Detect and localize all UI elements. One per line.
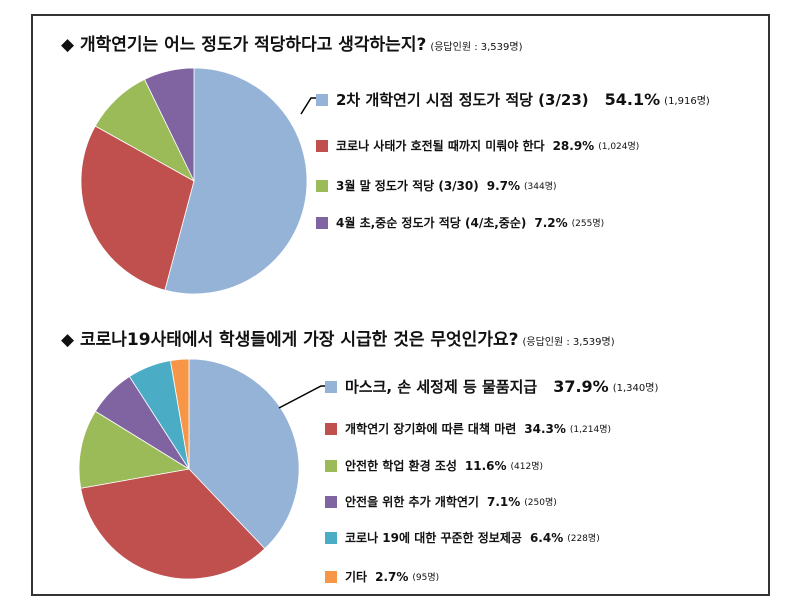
chart-2-legend-swatch-5 (325, 531, 337, 544)
chart-1-legend-value-4: 7.2% (534, 215, 568, 230)
chart-1-legend-label-1: 2차 개학연기 시점 정도가 적당 (3/23) (336, 91, 589, 109)
chart-1-pie (80, 67, 308, 295)
chart-2-slice-6 (169, 358, 190, 470)
chart-1-legend-swatch-4 (316, 216, 328, 229)
chart-1-legend-swatch-2 (316, 139, 328, 152)
chart-1-legend-swatch-3 (316, 179, 328, 192)
chart-2-legend-item-2: 개학연기 장기화에 따른 대책 마련 34.3% (1,214명) (325, 420, 611, 437)
chart-1-legend-count-3: (344명) (524, 182, 557, 192)
chart-1-legend-value-3: 9.7% (486, 178, 521, 193)
chart-1-legend-label-3: 3월 말 정도가 적당 (3/30) (336, 179, 479, 193)
chart-2-legend-count-1: (1,340명) (612, 383, 659, 394)
chart-2-legend-swatch-4 (325, 495, 337, 508)
chart-1-legend-label-4: 4월 초,중순 정도가 적당 (4/초,중순) (336, 216, 527, 230)
chart-2-legend-item-1: 마스크, 손 세정제 등 물품지급 37.9% (1,340명) (325, 376, 658, 397)
chart-1-legend-item-3: 3월 말 정도가 적당 (3/30) 9.7% (344명) (316, 177, 557, 194)
chart-2-slice-3 (78, 410, 191, 489)
chart-2-legend-label-4: 안전을 위한 추가 개학연기 (345, 495, 479, 509)
chart-2-legend-count-2: (1,214명) (569, 425, 611, 435)
chart-1-legend-value-1: 54.1% (604, 90, 661, 109)
chart-2-legend-value-1: 37.9% (553, 377, 609, 396)
chart-2-legend-count-5: (228명) (567, 534, 600, 544)
chart-1-legend-value-2: 28.9% (552, 138, 595, 153)
chart-1-legend-count-4: (255명) (571, 219, 605, 229)
chart-1-legend-item-2: 코로나 사태가 호전될 때까지 미뤄야 한다 28.9% (1,024명) (316, 137, 639, 154)
chart-2-title: ◆ 코로나19사태에서 학생들에게 가장 시급한 것은 무엇인가요? (응답인원 … (61, 325, 615, 350)
chart-1-legend-item-4: 4월 초,중순 정도가 적당 (4/초,중순) 7.2% (255명) (316, 214, 604, 231)
chart-1-legend-swatch-1 (316, 93, 328, 106)
chart-2-leader-polyline (278, 385, 326, 409)
chart-2-legend-count-6: (95명) (412, 573, 440, 583)
chart-1-legend-label-2: 코로나 사태가 호전될 때까지 미뤄야 한다 (336, 139, 545, 153)
chart-2-legend-count-3: (412명) (510, 462, 544, 472)
chart-2-legend-swatch-2 (325, 422, 337, 435)
chart-2-legend-item-6: 기타 2.7% (95명) (325, 568, 439, 585)
chart-1-slice-4 (144, 67, 195, 182)
chart-2-legend-count-4: (250명) (524, 498, 557, 508)
chart-2-legend-item-5: 코로나 19에 대한 꾸준한 정보제공 6.4% (228명) (325, 529, 600, 546)
chart-2-legend-value-4: 7.1% (486, 494, 521, 509)
chart-2-legend-value-5: 6.4% (529, 530, 564, 545)
chart-2-legend-swatch-1 (325, 380, 337, 393)
chart-1-leader-polyline (300, 97, 317, 115)
chart-2-slice-1 (188, 358, 300, 550)
chart-2-legend-value-6: 2.7% (375, 569, 409, 584)
chart-2-legend-label-1: 마스크, 손 세정제 등 물품지급 (345, 378, 538, 396)
chart-2-legend-swatch-3 (325, 459, 337, 472)
chart-frame: ◆ 개학연기는 어느 정도가 적당하다고 생각하는지? (응답인원 : 3,539… (31, 14, 770, 596)
chart-2-title-text: ◆ 코로나19사태에서 학생들에게 가장 시급한 것은 무엇인가요? (61, 330, 519, 350)
chart-2-legend-swatch-6 (325, 570, 337, 583)
chart-1-leader-line (300, 97, 317, 115)
chart-1-slice-1 (164, 67, 308, 295)
chart-2-legend-label-3: 안전한 학업 환경 조성 (345, 459, 457, 473)
chart-2-subtitle: (응답인원 : 3,539명) (522, 337, 615, 348)
chart-1-legend-count-2: (1,024명) (598, 142, 640, 152)
chart-2-slice-2 (80, 468, 266, 580)
chart-1-subtitle: (응답인원 : 3,539명) (430, 42, 523, 53)
chart-1-title: ◆ 개학연기는 어느 정도가 적당하다고 생각하는지? (응답인원 : 3,539… (61, 30, 523, 55)
chart-1-legend-item-1: 2차 개학연기 시점 정도가 적당 (3/23) 54.1% (1,916명) (316, 89, 710, 110)
chart-2-legend-value-2: 34.3% (524, 421, 566, 436)
chart-1-legend-count-1: (1,916명) (664, 96, 710, 107)
chart-2-legend-item-3: 안전한 학업 환경 조성 11.6% (412명) (325, 457, 543, 474)
chart-2-legend-item-4: 안전을 위한 추가 개학연기 7.1% (250명) (325, 493, 557, 510)
chart-1-slice-2 (80, 125, 195, 291)
chart-2-leader-line (278, 385, 326, 409)
chart-2-legend-value-3: 11.6% (464, 458, 507, 473)
chart-2-pie (78, 358, 300, 580)
chart-1-title-text: ◆ 개학연기는 어느 정도가 적당하다고 생각하는지? (61, 35, 427, 55)
chart-2-legend-label-6: 기타 (345, 570, 368, 584)
chart-2-legend-label-5: 코로나 19에 대한 꾸준한 정보제공 (345, 531, 522, 545)
chart-2-legend-label-2: 개학연기 장기화에 따른 대책 마련 (345, 422, 517, 436)
